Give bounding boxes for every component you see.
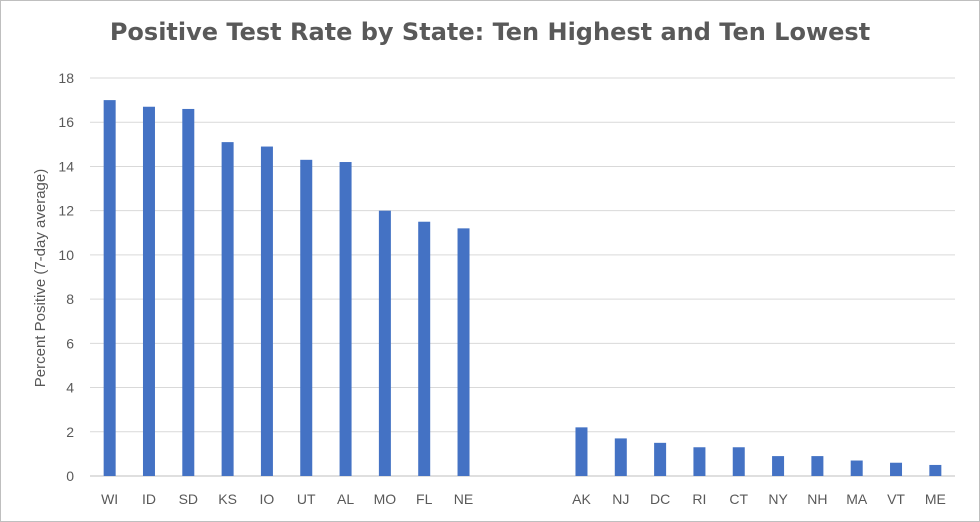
y-tick-label: 10: [58, 247, 74, 263]
y-tick-label: 4: [66, 380, 74, 396]
bar-al: [339, 162, 352, 476]
x-tick-label-ri: RI: [692, 491, 706, 507]
bar-ri: [693, 447, 706, 476]
x-tick-label-nh: NH: [807, 491, 827, 507]
bar-sd: [182, 108, 195, 476]
bar-ny: [772, 456, 785, 476]
y-axis-label: Percent Positive (7-day average): [32, 169, 49, 387]
bar-id: [142, 106, 155, 476]
bar-dc: [654, 442, 667, 476]
y-tick-label: 16: [58, 114, 74, 130]
gridlines: [90, 77, 955, 477]
x-tick-label-me: ME: [925, 491, 946, 507]
x-tick-label-ak: AK: [572, 491, 591, 507]
chart-title: Positive Test Rate by State: Ten Highest…: [109, 18, 871, 46]
bar-io: [260, 146, 273, 477]
bar-me: [929, 464, 942, 476]
bar-ne: [457, 228, 470, 476]
bar-mo: [378, 210, 391, 476]
bar-nh: [811, 456, 824, 476]
x-tick-label-io: IO: [260, 491, 275, 507]
x-tick-label-wi: WI: [101, 491, 118, 507]
bar-nj: [614, 438, 627, 476]
y-tick-label: 8: [66, 291, 74, 307]
bar-vt: [890, 462, 903, 476]
bars: [103, 100, 942, 477]
x-tick-label-id: ID: [142, 491, 156, 507]
y-tick-label: 14: [58, 158, 74, 174]
y-tick-label: 18: [58, 70, 74, 86]
x-tick-label-mo: MO: [374, 491, 397, 507]
x-tick-label-nj: NJ: [612, 491, 629, 507]
x-tick-label-ny: NY: [768, 491, 788, 507]
bar-wi: [103, 100, 116, 476]
x-tick-label-vt: VT: [887, 491, 905, 507]
y-tick-label: 0: [66, 468, 74, 484]
x-tick-label-ks: KS: [218, 491, 237, 507]
y-tick-labels: 0 2 4 6 8 10 12 14 16 18: [58, 70, 74, 484]
x-tick-label-dc: DC: [650, 491, 670, 507]
bar-ct: [732, 447, 745, 476]
bar-ks: [221, 142, 234, 476]
x-tick-label-ut: UT: [297, 491, 316, 507]
x-tick-label-fl: FL: [416, 491, 433, 507]
bar-fl: [418, 221, 431, 476]
y-tick-label: 12: [58, 203, 74, 219]
bar-ak: [575, 427, 588, 476]
x-tick-label-ma: MA: [846, 491, 868, 507]
x-tick-label-al: AL: [337, 491, 354, 507]
x-tick-label-ne: NE: [454, 491, 473, 507]
x-tick-label-ct: CT: [729, 491, 748, 507]
bar-ma: [850, 460, 863, 476]
x-tick-labels: WI ID SD KS IO UT AL MO FL NE AK NJ DC RI CT NY NH MA VT ME: [101, 491, 946, 507]
y-tick-label: 2: [66, 424, 74, 440]
y-tick-label: 6: [66, 335, 74, 351]
x-tick-label-sd: SD: [179, 491, 198, 507]
bar-ut: [300, 159, 313, 477]
